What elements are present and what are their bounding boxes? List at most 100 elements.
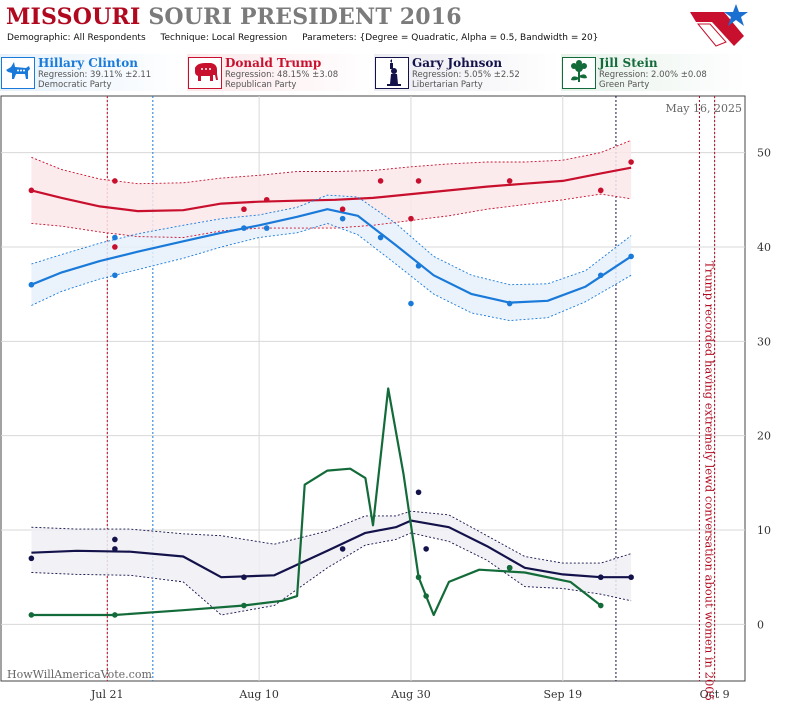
poll-point: [241, 574, 247, 581]
poll-point: [28, 187, 35, 194]
elephant-icon: [188, 57, 222, 89]
candidate-card-johnson[interactable]: Gary Johnson Regression: 5.05% ±2.52 Lib…: [374, 54, 560, 91]
poll-point: [597, 272, 604, 279]
candidate-name: Hillary Clinton: [38, 56, 138, 70]
x-tick-label: Jul 21: [90, 688, 124, 701]
candidate-regression: Regression: 5.05% ±2.52: [412, 70, 520, 80]
technique-label: Technique:: [160, 33, 209, 43]
poll-point: [415, 489, 422, 496]
candidate-party: Democratic Party: [38, 80, 112, 90]
poll-point: [112, 244, 118, 250]
candidate-name: Gary Johnson: [412, 56, 503, 70]
band-lower-line: [31, 222, 632, 322]
x-tick-label: Oct 9: [700, 688, 730, 701]
x-tick-label: Aug 10: [238, 688, 279, 701]
poll-point: [628, 159, 634, 165]
poll-point: [339, 206, 346, 213]
candidate-party: Republican Party: [225, 80, 297, 90]
candidate-name: Jill Stein: [599, 56, 658, 70]
poll-point: [597, 187, 604, 194]
candidate-regression: Regression: 2.00% ±0.08: [599, 70, 707, 80]
page-title: MISSOURI SOURI PRESIDENT 2016: [6, 4, 462, 30]
site-logo-icon: [690, 4, 748, 47]
poll-point: [408, 300, 414, 307]
demographic-label: Demographic:: [7, 33, 71, 43]
band-upper-line: [31, 510, 632, 564]
event-annotation: Trump recorded having extremely lewd con…: [702, 261, 716, 701]
poll-point: [263, 196, 270, 203]
parameters-value: {Degree = Quadratic, Alpha = 0.5, Bandwi…: [359, 33, 599, 43]
poll-point: [377, 178, 384, 184]
poll-point: [415, 574, 422, 581]
x-tick-label: Aug 30: [390, 688, 431, 701]
watermark: HowWillAmericaVote.com: [7, 668, 152, 681]
poll-point: [28, 555, 35, 562]
poll-point: [112, 612, 118, 618]
parameters-label: Parameters:: [302, 33, 357, 43]
poll-point: [423, 546, 429, 552]
flower-icon: [562, 57, 596, 89]
candidate-card-stein[interactable]: Jill Stein Regression: 2.00% ±0.08 Green…: [561, 54, 747, 91]
poll-point: [241, 206, 247, 213]
candidate-card-clinton[interactable]: Hillary Clinton Regression: 39.11% ±2.11…: [0, 54, 186, 91]
poll-point: [628, 253, 634, 260]
liberty-icon: [375, 57, 409, 89]
band-lower-line: [31, 532, 632, 616]
poll-point: [112, 546, 118, 552]
date-stamp: May 16, 2025: [665, 102, 742, 115]
y-tick-label: 40: [757, 241, 771, 254]
poll-point: [506, 178, 513, 184]
poll-point: [112, 272, 118, 279]
poll-point: [339, 215, 346, 222]
poll-point: [628, 574, 634, 581]
poll-point: [241, 602, 247, 609]
plot-frame: [0, 95, 746, 682]
band-lower-line: [31, 193, 632, 238]
technique-value: Local Regression: [211, 33, 288, 43]
demographic-value: All Respondents: [73, 33, 146, 43]
parameters-line: Demographic: All Respondents Technique: …: [7, 33, 598, 43]
poll-point: [377, 234, 384, 241]
title-state: MISSOURI: [6, 4, 141, 30]
band-upper-line: [31, 194, 632, 286]
band-upper-line: [31, 139, 632, 185]
y-tick-label: 20: [757, 430, 771, 443]
poll-point: [241, 225, 247, 231]
poll-point: [28, 612, 35, 618]
trend-line: [31, 387, 602, 617]
poll-point: [506, 300, 513, 307]
trend-line: [30, 208, 632, 304]
confidence-band: [31, 140, 632, 238]
candidate-card-trump[interactable]: Donald Trump Regression: 48.15% ±3.08 Re…: [187, 54, 373, 91]
candidate-regression: Regression: 39.11% ±2.11: [38, 70, 152, 80]
trend-line: [31, 166, 632, 213]
poll-point: [28, 281, 35, 288]
x-tick-label: Sep 19: [543, 688, 582, 701]
poll-point: [597, 574, 604, 581]
poll-point: [423, 593, 429, 599]
candidate-party: Libertarian Party: [412, 80, 483, 90]
poll-point: [597, 602, 604, 609]
poll-point: [112, 178, 118, 184]
confidence-band: [31, 195, 632, 321]
y-tick-label: 50: [757, 147, 771, 160]
poll-point: [408, 215, 414, 222]
poll-point: [506, 564, 513, 571]
title-rest: SOURI PRESIDENT 2016: [148, 4, 462, 30]
y-tick-label: 10: [757, 524, 771, 537]
poll-point: [112, 536, 118, 543]
y-tick-label: 0: [757, 618, 764, 631]
donkey-icon: [1, 57, 35, 89]
confidence-band: [31, 511, 632, 615]
poll-point: [112, 234, 118, 241]
candidate-name: Donald Trump: [225, 56, 322, 70]
poll-point: [263, 225, 270, 231]
y-tick-label: 30: [757, 335, 771, 348]
poll-point: [415, 178, 422, 184]
trend-line: [31, 519, 632, 579]
poll-point: [339, 546, 346, 552]
candidate-party: Green Party: [599, 80, 650, 90]
candidate-regression: Regression: 48.15% ±3.08: [225, 70, 339, 80]
poll-point: [415, 263, 422, 269]
